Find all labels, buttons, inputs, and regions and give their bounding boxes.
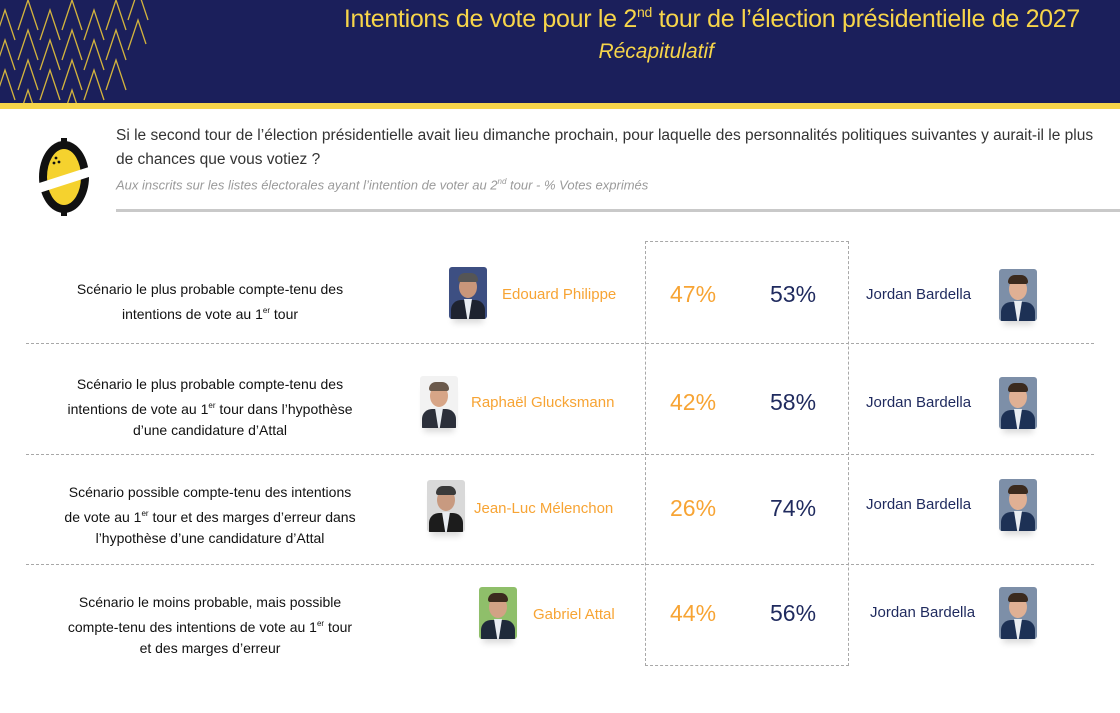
right-candidate-percent: 74% bbox=[770, 495, 817, 521]
right-candidate-photo bbox=[999, 377, 1037, 429]
scenario-row: Scénario le plus probable compte-tenu de… bbox=[0, 344, 1120, 454]
divider bbox=[116, 209, 1120, 212]
left-candidate-percent: 44% bbox=[670, 600, 717, 626]
right-candidate-percent: 56% bbox=[770, 600, 817, 626]
pollster-logo-icon bbox=[36, 138, 92, 216]
scenario-description: Scénario possible compte-tenu des intent… bbox=[30, 482, 390, 549]
chevron-pattern-decoration bbox=[0, 0, 149, 103]
page-title: Intentions de vote pour le 2nd tour de l… bbox=[343, 4, 1080, 33]
left-candidate-photo bbox=[449, 267, 487, 319]
right-candidate-name: Jordan Bardella bbox=[866, 286, 972, 303]
left-candidate-name: Jean-Luc Mélenchon bbox=[474, 500, 614, 517]
scenario-line: d’une candidature d’Attal bbox=[132, 422, 288, 438]
right-candidate-name: Jordan Bardella bbox=[866, 496, 972, 513]
scenario-description: Scénario le moins probable, mais possibl… bbox=[30, 592, 390, 659]
row-separator bbox=[26, 564, 1094, 565]
scenario-row: Scénario possible compte-tenu des intent… bbox=[0, 455, 1120, 565]
right-candidate-photo bbox=[999, 587, 1037, 639]
left-candidate-percent: 42% bbox=[670, 389, 717, 415]
right-candidate-percent: 53% bbox=[770, 281, 817, 307]
left-candidate-percent: 47% bbox=[670, 281, 717, 307]
left-candidate-photo bbox=[420, 376, 458, 428]
scenario-line: de vote au 1er tour et des marges d’erre… bbox=[64, 509, 356, 525]
right-candidate-name: Jordan Bardella bbox=[866, 394, 972, 411]
score-column-box bbox=[645, 241, 849, 666]
row-separator bbox=[26, 454, 1094, 455]
scenario-line: Scénario le plus probable compte-tenu de… bbox=[76, 281, 344, 297]
accent-stripe bbox=[0, 103, 1120, 109]
scenario-line: et des marges d’erreur bbox=[139, 640, 281, 656]
left-candidate-percent: 26% bbox=[670, 495, 717, 521]
scenario-line: compte-tenu des intentions de vote au 1e… bbox=[67, 619, 353, 635]
left-candidate-name: Raphaël Glucksmann bbox=[471, 394, 615, 411]
scenario-description: Scénario le plus probable compte-tenu de… bbox=[30, 374, 390, 441]
scenario-row: Scénario le moins probable, mais possibl… bbox=[0, 565, 1120, 675]
right-candidate-name: Jordan Bardella bbox=[870, 604, 976, 621]
right-candidate-photo bbox=[999, 269, 1037, 321]
left-candidate-name: Edouard Philippe bbox=[502, 286, 617, 303]
scenario-row: Scénario le plus probable compte-tenu de… bbox=[0, 241, 1120, 351]
left-candidate-photo bbox=[427, 480, 465, 532]
page-subtitle: Récapitulatif bbox=[598, 40, 714, 63]
right-candidate-photo bbox=[999, 479, 1037, 531]
scenario-line: intentions de vote au 1er tour dans l’hy… bbox=[67, 401, 353, 417]
scenario-line: Scénario le plus probable compte-tenu de… bbox=[76, 376, 344, 392]
scenario-line: intentions de vote au 1er tour bbox=[121, 306, 299, 322]
scenario-line: l’hypothèse d’une candidature d’Attal bbox=[95, 530, 325, 546]
sample-note: Aux inscrits sur les listes électorales … bbox=[116, 177, 649, 193]
row-separator bbox=[26, 343, 1094, 344]
left-candidate-photo bbox=[479, 587, 517, 639]
left-candidate-name: Gabriel Attal bbox=[533, 606, 615, 623]
header-banner: Intentions de vote pour le 2nd tour de l… bbox=[0, 0, 1120, 103]
survey-question: Si le second tour de l’élection présiden… bbox=[116, 127, 1094, 168]
scenario-description: Scénario le plus probable compte-tenu de… bbox=[30, 279, 390, 325]
right-candidate-percent: 58% bbox=[770, 389, 817, 415]
scenario-line: Scénario possible compte-tenu des intent… bbox=[68, 484, 352, 500]
scenario-line: Scénario le moins probable, mais possibl… bbox=[78, 594, 342, 610]
